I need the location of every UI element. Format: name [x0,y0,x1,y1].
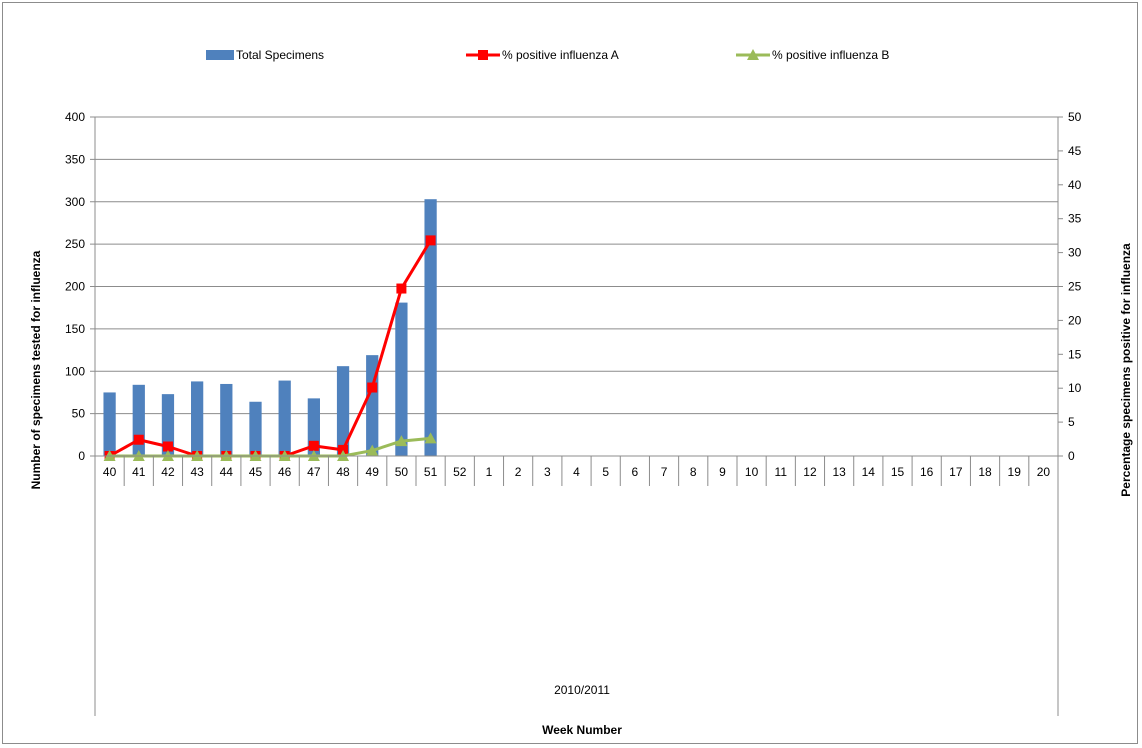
x-tick-label: 11 [775,465,788,479]
x-tick-label: 43 [190,465,204,479]
x-tick-label: 9 [719,465,726,479]
x-tick-label: 2 [515,465,522,479]
x-tick-label: 3 [544,465,551,479]
legend-marker-square [478,50,488,60]
y-tick-label: 400 [65,110,85,124]
gridlines [95,116,1058,415]
marker-square [162,441,173,452]
y2-tick-label: 45 [1068,144,1082,158]
y2-tick-label: 0 [1068,449,1075,463]
y-tick-label: 200 [65,280,85,294]
x-tick-label: 45 [249,465,263,479]
bar [191,381,204,456]
y-tick-label: 150 [65,322,85,336]
x-tick-label: 19 [1008,465,1022,479]
y-tick-label: 350 [65,152,85,166]
y-tick-label: 250 [65,237,85,251]
marker-square [338,444,349,455]
marker-square [367,382,378,393]
x-tick-label: 12 [803,465,817,479]
x-tick-label: 6 [632,465,639,479]
legend-marker-triangle [747,49,759,60]
axes: 0501001502002503003504000510152025303540… [65,110,1082,716]
x-tick-label: 10 [745,465,759,479]
y2-tick-label: 40 [1068,178,1082,192]
marker-triangle [366,444,379,456]
y-tick-label: 100 [65,364,85,378]
y2-tick-label: 20 [1068,313,1082,327]
x-tick-label: 50 [395,465,409,479]
y-tick-label: 50 [72,407,86,421]
x-tick-label: 48 [336,465,350,479]
legend-label: % positive influenza A [502,48,619,62]
lines [103,235,437,461]
y2-tick-label: 15 [1068,347,1082,361]
x-tick-label: 49 [366,465,380,479]
x-tick-label: 51 [424,465,438,479]
y-tick-label: 300 [65,195,85,209]
marker-square [308,440,319,451]
y2-tick-label: 10 [1068,381,1082,395]
x-tick-label: 8 [690,465,697,479]
x-tick-label: 13 [832,465,846,479]
bar [103,392,116,456]
y2-tick-label: 50 [1068,110,1082,124]
x-axis-title: Week Number [542,723,622,737]
marker-triangle [424,432,437,444]
x-tick-label: 14 [862,465,876,479]
bar [249,401,262,456]
x-tick-label: 47 [307,465,321,479]
legend-label: Total Specimens [236,48,324,62]
x-group-label: 2010/2011 [554,683,610,697]
x-tick-label: 52 [453,465,467,479]
x-tick-label: 41 [132,465,146,479]
bar [424,199,437,456]
bar [395,302,408,456]
x-tick-label: 44 [220,465,234,479]
marker-square [133,434,144,445]
x-tick-label: 17 [949,465,963,479]
x-tick-label: 5 [602,465,609,479]
x-tick-label: 4 [573,465,580,479]
x-tick-label: 20 [1037,465,1051,479]
y2-tick-label: 5 [1068,415,1075,429]
y2-tick-label: 35 [1068,212,1082,226]
series-line [109,436,431,458]
x-tick-label: 40 [103,465,117,479]
x-tick-label: 1 [486,465,493,479]
legend: Total Specimens % positive influenza A % p… [206,48,889,62]
x-tick-label: 42 [161,465,175,479]
y-tick-label: 0 [78,449,85,463]
y2-tick-label: 25 [1068,280,1082,294]
bar [220,383,233,456]
legend-label: % positive influenza B [772,48,889,62]
legend-swatch-bar [206,50,234,60]
y2-axis-title: Percentage specimens positive for influe… [1119,243,1133,497]
x-tick-label: 18 [978,465,992,479]
marker-square [396,283,407,294]
x-tick-label: 7 [661,465,668,479]
series-line [108,239,432,458]
bars [103,199,437,456]
x-tick-label: 15 [891,465,905,479]
bar [336,366,350,456]
x-tick-label: 46 [278,465,292,479]
y2-tick-label: 30 [1068,246,1082,260]
marker-triangle [395,435,408,447]
marker-square [425,235,436,246]
x-tick-label: 16 [920,465,934,479]
bar [132,384,145,456]
bar [161,394,175,456]
bar [278,380,291,456]
y-axis-title: Number of specimens tested for influenza [29,250,43,489]
